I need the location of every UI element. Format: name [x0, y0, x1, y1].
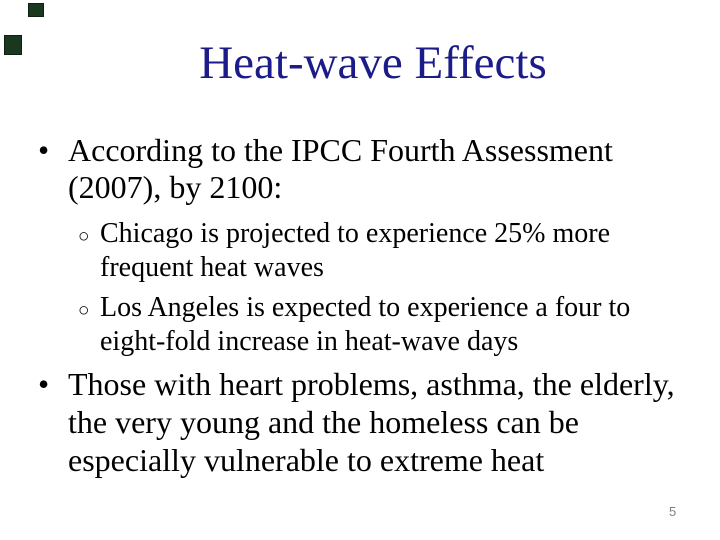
sub-bullet-text-line: Los Angeles is expected to experience a … [100, 292, 631, 323]
bullet-marker: • [38, 132, 50, 168]
bullet-text: Those with heart problems, asthma, the e… [68, 365, 692, 479]
bullet-text-line: the very young and the homeless can be [68, 404, 579, 440]
corner-square-left [4, 35, 22, 55]
sub-bullet-text-line: Chicago is projected to experience 25% m… [100, 218, 611, 249]
slide-title: Heat-wave Effects [199, 37, 547, 89]
sub-bullet-marker: ○ [78, 300, 90, 321]
sub-bullet-text: Los Angeles is expected to experience a … [100, 291, 662, 359]
bullet-text: According to the IPCC Fourth Assessment … [68, 132, 648, 206]
corner-square-top [28, 3, 44, 17]
bullet-text-line: Those with heart problems, asthma, the e… [68, 366, 675, 402]
sub-bullet-chicago: ○ Chicago is projected to experience 25%… [78, 217, 662, 285]
sub-bullet-text-line: frequent heat waves [100, 252, 324, 283]
sub-bullet-marker: ○ [78, 226, 90, 247]
bullet-text-line: (2007), by 2100: [68, 169, 283, 205]
page-number: 5 [669, 504, 677, 519]
bullet-item-vulnerable: • Those with heart problems, asthma, the… [38, 365, 692, 479]
sub-bullet-los-angeles: ○ Los Angeles is expected to experience … [78, 291, 662, 359]
bullet-text-line: especially vulnerable to extreme heat [68, 442, 545, 478]
bullet-item-ipcc: • According to the IPCC Fourth Assessmen… [38, 132, 648, 206]
bullet-text-line: According to the IPCC Fourth Assessment [68, 132, 613, 168]
sub-bullet-text-line: eight-fold increase in heat-wave days [100, 326, 519, 357]
bullet-marker: • [38, 366, 50, 402]
sub-bullet-text: Chicago is projected to experience 25% m… [100, 217, 662, 285]
